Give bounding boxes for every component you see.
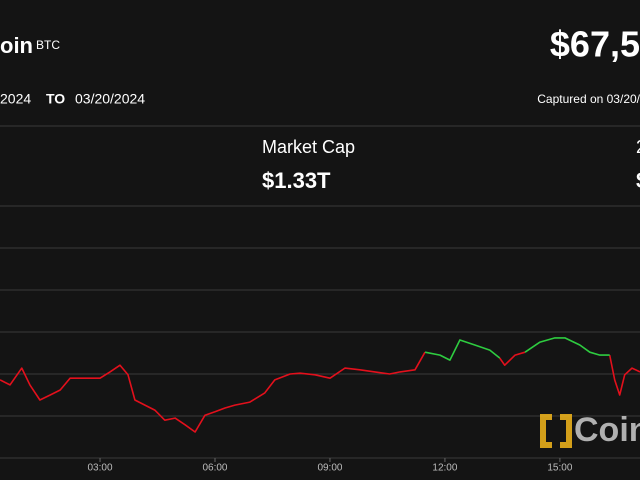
to-label: TO bbox=[46, 91, 65, 107]
price: $67,5 bbox=[550, 24, 640, 65]
stat-value: $1.33T bbox=[262, 168, 331, 193]
date-from: 2024 bbox=[0, 91, 31, 107]
plot: 03:00 06:00 09:00 12:00 15:00 bbox=[0, 205, 640, 474]
price-line bbox=[0, 351, 640, 433]
x-tick-label: 12:00 bbox=[432, 463, 457, 474]
watermark-text: Coin bbox=[574, 411, 640, 449]
stat-value: $ bbox=[636, 168, 640, 193]
captured: Captured on 03/20/ bbox=[537, 92, 640, 106]
stat-label: Market Cap bbox=[262, 137, 355, 157]
price-line bbox=[424, 337, 610, 361]
watermark-logo bbox=[540, 414, 572, 448]
x-tick-label: 03:00 bbox=[88, 463, 113, 474]
x-tick-label: 09:00 bbox=[317, 463, 342, 474]
x-tick-label: 15:00 bbox=[547, 463, 572, 474]
x-tick-label: 06:00 bbox=[202, 463, 227, 474]
date-to: 03/20/2024 bbox=[75, 91, 145, 107]
coin-name: oin bbox=[0, 33, 33, 58]
watermark: Coin bbox=[540, 411, 640, 449]
coin-symbol: BTC bbox=[36, 38, 60, 52]
stat-label: 2 bbox=[636, 137, 640, 157]
